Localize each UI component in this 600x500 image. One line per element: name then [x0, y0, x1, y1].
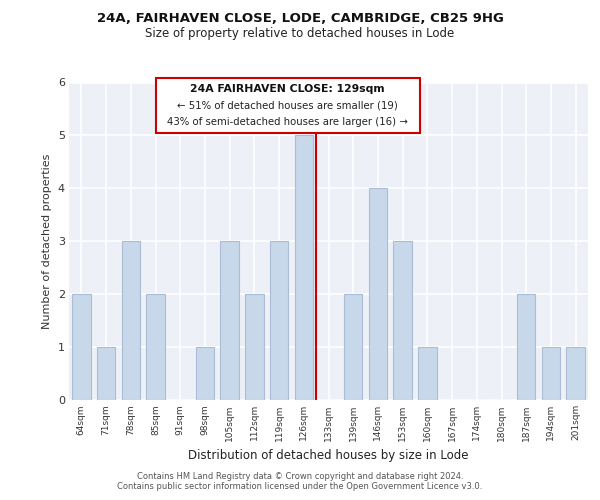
Bar: [542, 347, 560, 400]
Bar: [146, 294, 165, 400]
Text: Contains HM Land Registry data © Crown copyright and database right 2024.
Contai: Contains HM Land Registry data © Crown c…: [118, 472, 482, 491]
Bar: [517, 294, 535, 400]
Text: 43% of semi-detached houses are larger (16) →: 43% of semi-detached houses are larger (…: [167, 117, 408, 127]
Bar: [97, 347, 115, 400]
Bar: [220, 242, 239, 400]
Bar: [196, 347, 214, 400]
Bar: [566, 347, 585, 400]
Y-axis label: Number of detached properties: Number of detached properties: [42, 154, 52, 329]
Bar: [344, 294, 362, 400]
Text: ← 51% of detached houses are smaller (19): ← 51% of detached houses are smaller (19…: [177, 100, 398, 110]
Text: 24A, FAIRHAVEN CLOSE, LODE, CAMBRIDGE, CB25 9HG: 24A, FAIRHAVEN CLOSE, LODE, CAMBRIDGE, C…: [97, 12, 503, 26]
Bar: [270, 242, 289, 400]
Text: 24A FAIRHAVEN CLOSE: 129sqm: 24A FAIRHAVEN CLOSE: 129sqm: [190, 84, 385, 94]
Bar: [368, 188, 387, 400]
Bar: [245, 294, 263, 400]
Bar: [122, 242, 140, 400]
Text: Size of property relative to detached houses in Lode: Size of property relative to detached ho…: [145, 28, 455, 40]
Bar: [418, 347, 437, 400]
Bar: [295, 136, 313, 400]
FancyBboxPatch shape: [155, 78, 420, 133]
Bar: [72, 294, 91, 400]
Bar: [394, 242, 412, 400]
X-axis label: Distribution of detached houses by size in Lode: Distribution of detached houses by size …: [188, 449, 469, 462]
